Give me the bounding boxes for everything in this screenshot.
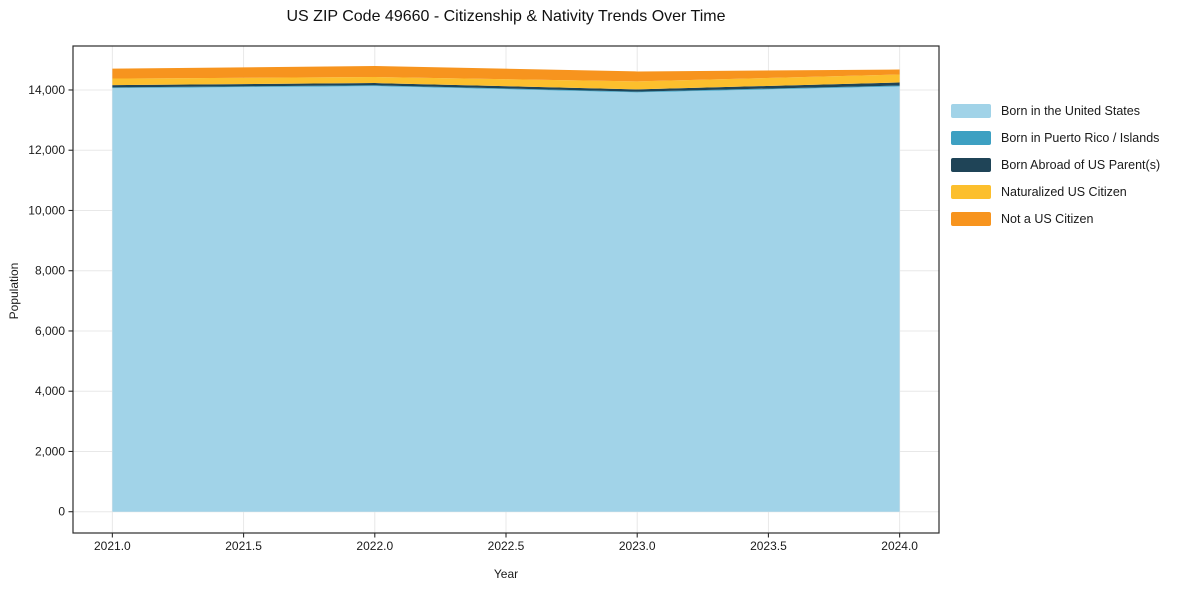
legend-swatch (951, 131, 991, 145)
legend: Born in the United States Born in Puerto … (951, 104, 1160, 226)
y-tick-label: 0 (58, 505, 65, 519)
y-tick-label: 4,000 (35, 384, 65, 398)
y-tick-label: 2,000 (35, 444, 65, 458)
legend-label: Born in Puerto Rico / Islands (1001, 131, 1160, 145)
y-tick-label: 10,000 (28, 203, 65, 217)
legend-swatch (951, 158, 991, 172)
legend-item-2: Born Abroad of US Parent(s) (951, 158, 1160, 172)
legend-label: Born Abroad of US Parent(s) (1001, 158, 1161, 172)
y-tick-label: 14,000 (28, 83, 65, 97)
legend-label: Born in the United States (1001, 104, 1140, 118)
legend-label: Naturalized US Citizen (1001, 185, 1127, 199)
area-series-3 (112, 74, 900, 90)
x-tick-label: 2023.0 (619, 539, 656, 553)
legend-swatch (951, 185, 991, 199)
area-series-0 (112, 86, 900, 512)
y-tick-label: 8,000 (35, 264, 65, 278)
area-series-1 (112, 85, 900, 93)
x-tick-label: 2022.0 (356, 539, 393, 553)
y-tick-label: 12,000 (28, 143, 65, 157)
area-series-4 (112, 66, 900, 82)
area-series-2 (112, 82, 900, 92)
legend-item-1: Born in Puerto Rico / Islands (951, 131, 1160, 145)
legend-item-4: Not a US Citizen (951, 212, 1160, 226)
x-tick-label: 2023.5 (750, 539, 787, 553)
legend-item-0: Born in the United States (951, 104, 1160, 118)
x-tick-label: 2021.0 (94, 539, 131, 553)
y-tick-label: 6,000 (35, 324, 65, 338)
x-axis-label: Year (493, 567, 519, 581)
legend-swatch (951, 104, 991, 118)
legend-label: Not a US Citizen (1001, 212, 1094, 226)
legend-item-3: Naturalized US Citizen (951, 185, 1160, 199)
chart-title: US ZIP Code 49660 - Citizenship & Nativi… (286, 8, 726, 25)
x-tick-label: 2021.5 (225, 539, 262, 553)
legend-swatch (951, 212, 991, 226)
x-tick-label: 2022.5 (488, 539, 525, 553)
x-tick-label: 2024.0 (881, 539, 918, 553)
